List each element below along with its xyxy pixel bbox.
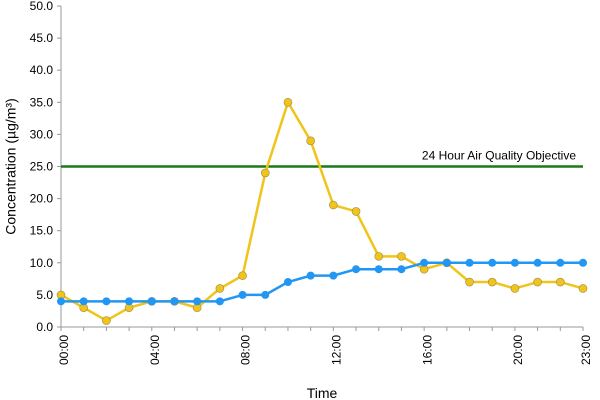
data-point: [465, 258, 474, 267]
reference-line-group: 24 Hour Air Quality Objective: [61, 149, 583, 168]
data-point: [510, 284, 520, 293]
series-line: [61, 261, 583, 303]
data-point: [125, 297, 134, 306]
data-point: [556, 258, 565, 267]
y-tick-label: 20.0: [30, 192, 54, 206]
data-point: [170, 297, 179, 306]
data-point: [510, 258, 519, 267]
series-1: [56, 98, 588, 325]
data-point: [397, 265, 406, 274]
y-tick-label: 10.0: [30, 256, 54, 270]
data-point: [579, 258, 587, 267]
data-point: [283, 278, 292, 287]
data-point: [102, 297, 111, 306]
data-point: [578, 284, 588, 293]
y-tick-label: 25.0: [30, 160, 54, 174]
data-point: [260, 168, 270, 178]
data-point: [397, 252, 406, 261]
x-tick-label: 00:00: [57, 335, 71, 365]
x-axis-label: Time: [307, 385, 338, 400]
x-tick-label: 08:00: [239, 335, 253, 365]
data-point: [465, 277, 474, 287]
reference-line-label: 24 Hour Air Quality Objective: [422, 149, 576, 163]
x-tick-label: 23:00: [579, 335, 593, 365]
data-point: [102, 316, 111, 325]
data-point: [215, 284, 225, 293]
data-point: [261, 290, 270, 299]
y-tick-label: 45.0: [30, 31, 54, 45]
data-point: [556, 277, 565, 287]
data-point: [487, 277, 497, 287]
data-point: [306, 271, 315, 280]
y-axis-label: Concentration (µg/m³): [3, 98, 19, 234]
data-point: [351, 207, 361, 216]
data-point: [306, 136, 315, 146]
data-point: [374, 265, 383, 274]
data-point: [238, 271, 247, 280]
data-point: [533, 277, 542, 287]
y-tick-label: 35.0: [30, 95, 54, 109]
x-tick-label: 04:00: [148, 335, 162, 365]
data-point: [374, 252, 384, 261]
y-tick-label: 15.0: [30, 224, 54, 238]
data-point: [238, 290, 247, 299]
y-tick-label: 5.0: [36, 288, 53, 302]
data-point: [420, 258, 429, 267]
y-tick-label: 30.0: [30, 127, 54, 141]
data-point: [352, 265, 361, 274]
series-line: [60, 101, 584, 322]
series-2: [57, 258, 587, 306]
x-tick-label: 20:00: [511, 335, 525, 365]
data-point: [488, 258, 497, 267]
data-point: [329, 271, 338, 280]
y-axis-ticks: 0.0 5.0 10.0 15.0 20.0 25.0 30.0 35.0 40.0 45.0 50…: [30, 0, 61, 334]
data-point: [57, 297, 65, 306]
data-point: [215, 297, 224, 306]
data-point: [329, 200, 338, 210]
x-tick-label: 12:00: [330, 335, 344, 365]
y-tick-label: 50.0: [30, 0, 54, 13]
data-point: [442, 258, 451, 267]
y-tick-label: 40.0: [30, 63, 54, 77]
data-point: [193, 297, 202, 306]
data-point: [283, 98, 293, 107]
y-tick-label: 0.0: [36, 320, 53, 334]
data-point: [79, 297, 88, 306]
data-point: [147, 297, 156, 306]
x-axis-ticks: 00:00 04:00 08:00 12:00 16:00 20:00 23:00: [57, 327, 593, 365]
x-tick-label: 16:00: [420, 335, 434, 365]
data-point: [533, 258, 542, 267]
series-group: [56, 98, 588, 325]
